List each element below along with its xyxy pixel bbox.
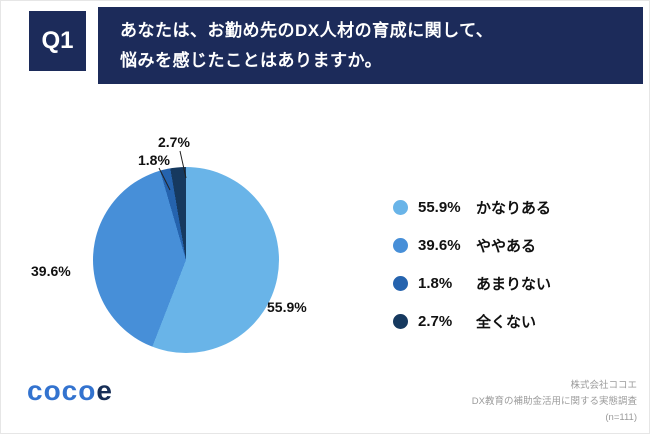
survey-credits: 株式会社ココエ DX教育の補助金活用に関する実態調査 (n=111) [472,378,637,426]
cocoe-logo: cocoe [27,377,113,405]
legend-dot-kanari-aru [393,199,408,215]
legend-percent: 2.7% [418,312,453,330]
question-number-label: Q1 [41,27,74,54]
question-title-line2: 悩みを感じたことはありますか。 [120,50,383,70]
legend: 55.9% かなりある 39.6% ややある 1.8% あまりない 2.7% 全… [393,195,551,333]
question-title-box: あなたは、お勤め先のDX人材の育成に関して、 悩みを感じたことはありますか。 [98,7,643,84]
legend-dot-yaya-aru [393,237,408,253]
credit-survey-title: DX教育の補助金活用に関する実態調査 [471,396,637,408]
legend-item-amari-nai: 1.8% あまりない [393,271,551,295]
pie-label-mattaku-nai: 2.7% [158,134,190,150]
legend-percent: 1.8% [418,274,453,292]
credit-sample-size: (n=111) [605,412,637,424]
pie-label-yaya-aru: 39.6% [31,263,71,279]
legend-label: かなりある [476,199,552,217]
legend-label: ややある [476,237,537,255]
pie-chart [93,167,279,353]
legend-dot-amari-nai [393,275,408,291]
cocoe-logo-text-navy: e [96,375,113,406]
pie-label-amari-nai: 1.8% [138,152,170,168]
pie-label-kanari-aru: 55.9% [267,299,307,315]
legend-item-mattaku-nai: 2.7% 全くない [393,309,551,333]
cocoe-logo-text-blue: coco [27,375,97,406]
credit-company: 株式会社ココエ [570,380,637,391]
legend-percent: 55.9% [418,198,461,216]
legend-dot-mattaku-nai [393,313,408,329]
legend-label: 全くない [476,313,537,331]
legend-item-kanari-aru: 55.9% かなりある [393,195,551,219]
legend-label: あまりない [476,275,552,293]
legend-item-yaya-aru: 39.6% ややある [393,233,551,257]
question-number-badge: Q1 [29,11,86,71]
question-title-line1: あなたは、お勤め先のDX人材の育成に関して、 [120,20,494,40]
legend-percent: 39.6% [418,236,461,254]
